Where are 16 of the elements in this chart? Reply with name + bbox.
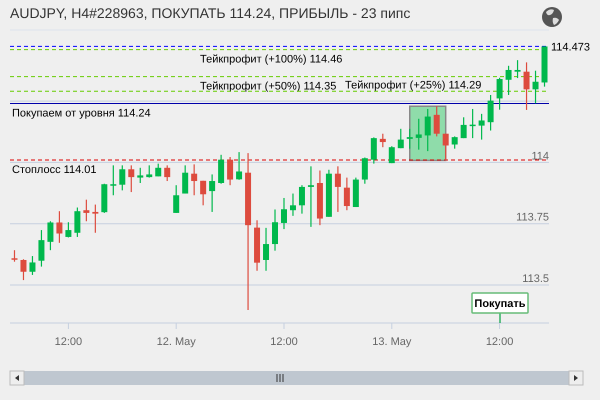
ref-line-label: Стоплосс 114.01: [12, 164, 96, 176]
x-tick-label: 12:00: [54, 336, 82, 348]
ref-line-label: Тейкпрофит (+25%) 114.29: [345, 79, 482, 92]
y-tick-label: 113.5: [522, 272, 549, 285]
x-tick-label: 13. May: [372, 336, 412, 348]
x-tick-label: 12:00: [270, 336, 298, 348]
x-tick-label: 12:00: [486, 336, 514, 348]
x-tick-label: 12. May: [156, 336, 196, 348]
ref-line-label: Тейкпрофит (+100%) 114.46: [200, 54, 342, 66]
annotation: Покупать: [474, 298, 526, 310]
y-tick-label: 113.75: [516, 212, 549, 224]
y-tick-label: 114: [531, 150, 549, 162]
ref-line-label: Покупаем от уровня 114.24: [12, 108, 151, 120]
chart-title: AUDJPY, H4#228963, ПОКУПАТЬ 114.24, ПРИБЫЛЬ - 23 пипс: [10, 5, 410, 21]
ref-line-label: 114.473: [551, 41, 590, 54]
ref-line-label: Тейкпрофит (+50%) 114.35: [200, 80, 336, 93]
